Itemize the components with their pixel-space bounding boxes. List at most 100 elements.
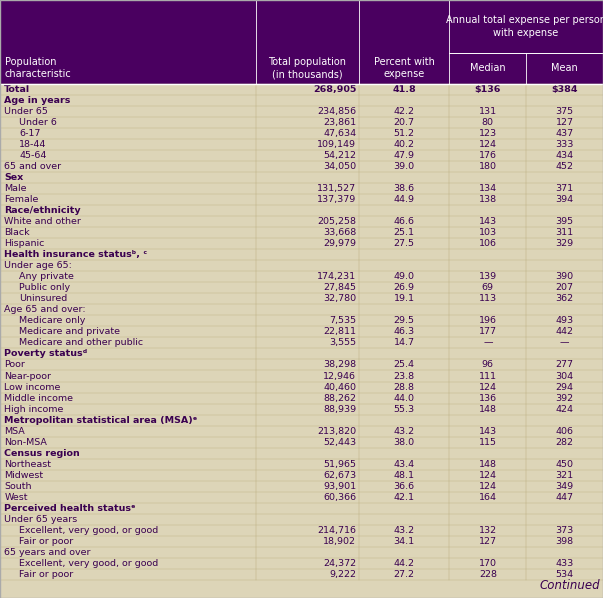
Text: Race/ethnicity: Race/ethnicity — [4, 206, 81, 215]
Text: 46.6: 46.6 — [394, 217, 414, 226]
Text: White and other: White and other — [4, 217, 81, 226]
Text: 143: 143 — [479, 217, 497, 226]
Text: Under age 65:: Under age 65: — [4, 261, 72, 270]
Text: Uninsured: Uninsured — [19, 294, 68, 303]
Text: 124: 124 — [479, 471, 497, 480]
Text: Annual total expense per person
with expense: Annual total expense per person with exp… — [446, 15, 603, 38]
Text: 27.2: 27.2 — [394, 570, 414, 579]
Text: 333: 333 — [555, 140, 574, 149]
Text: 127: 127 — [479, 537, 497, 546]
Text: 29.5: 29.5 — [394, 316, 414, 325]
Text: —: — — [560, 338, 569, 347]
Text: 34,050: 34,050 — [323, 162, 356, 171]
Text: 20.7: 20.7 — [394, 118, 414, 127]
Text: 371: 371 — [555, 184, 574, 193]
Text: 25.4: 25.4 — [394, 361, 414, 370]
Text: 395: 395 — [555, 217, 574, 226]
Text: 93,901: 93,901 — [323, 482, 356, 491]
Bar — [0, 0, 603, 84]
Text: 138: 138 — [479, 195, 497, 204]
Text: 450: 450 — [556, 460, 573, 469]
Text: 52,443: 52,443 — [323, 438, 356, 447]
Text: 38.0: 38.0 — [393, 438, 415, 447]
Text: 38.6: 38.6 — [393, 184, 415, 193]
Text: 27,845: 27,845 — [323, 283, 356, 292]
Text: 27.5: 27.5 — [394, 239, 414, 248]
Text: 132: 132 — [479, 526, 497, 535]
Text: 390: 390 — [555, 272, 574, 281]
Text: 19.1: 19.1 — [394, 294, 414, 303]
Text: Low income: Low income — [4, 383, 60, 392]
Text: Excellent, very good, or good: Excellent, very good, or good — [19, 526, 159, 535]
Text: $136: $136 — [475, 85, 501, 94]
Text: 148: 148 — [479, 460, 497, 469]
Text: 170: 170 — [479, 559, 497, 568]
Text: —: — — [483, 338, 493, 347]
Text: $384: $384 — [552, 85, 578, 94]
Text: 96: 96 — [482, 361, 494, 370]
Text: High income: High income — [4, 405, 63, 414]
Text: 22,811: 22,811 — [323, 327, 356, 337]
Text: 33,668: 33,668 — [323, 228, 356, 237]
Text: 24,372: 24,372 — [323, 559, 356, 568]
Text: Age in years: Age in years — [4, 96, 71, 105]
Text: Any private: Any private — [19, 272, 74, 281]
Text: 321: 321 — [555, 471, 574, 480]
Text: 69: 69 — [482, 283, 494, 292]
Text: Mean: Mean — [551, 63, 578, 73]
Text: 54,212: 54,212 — [323, 151, 356, 160]
Text: 176: 176 — [479, 151, 497, 160]
Text: Black: Black — [4, 228, 30, 237]
Text: Hispanic: Hispanic — [4, 239, 45, 248]
Text: 228: 228 — [479, 570, 497, 579]
Text: Median: Median — [470, 63, 506, 73]
Text: 65 years and over: 65 years and over — [4, 548, 90, 557]
Text: Fair or poor: Fair or poor — [19, 570, 74, 579]
Text: 452: 452 — [556, 162, 573, 171]
Text: 329: 329 — [555, 239, 574, 248]
Text: 124: 124 — [479, 383, 497, 392]
Text: 213,820: 213,820 — [317, 426, 356, 436]
Text: 214,716: 214,716 — [317, 526, 356, 535]
Text: 134: 134 — [479, 184, 497, 193]
Text: 136: 136 — [479, 393, 497, 402]
Text: Non-MSA: Non-MSA — [4, 438, 47, 447]
Text: 55.3: 55.3 — [393, 405, 415, 414]
Text: Near-poor: Near-poor — [4, 371, 51, 380]
Text: 38,298: 38,298 — [323, 361, 356, 370]
Text: 434: 434 — [555, 151, 574, 160]
Text: 3,555: 3,555 — [329, 338, 356, 347]
Text: 88,262: 88,262 — [323, 393, 356, 402]
Text: Poverty statusᵈ: Poverty statusᵈ — [4, 349, 87, 358]
Text: Middle income: Middle income — [4, 393, 73, 402]
Text: Midwest: Midwest — [4, 471, 43, 480]
Text: 139: 139 — [479, 272, 497, 281]
Text: 6-17: 6-17 — [19, 129, 40, 138]
Text: 103: 103 — [479, 228, 497, 237]
Text: Under 65 years: Under 65 years — [4, 515, 77, 524]
Text: 42.2: 42.2 — [394, 107, 414, 116]
Text: 493: 493 — [555, 316, 574, 325]
Text: 205,258: 205,258 — [317, 217, 356, 226]
Text: Sex: Sex — [4, 173, 24, 182]
Text: 106: 106 — [479, 239, 497, 248]
Text: 62,673: 62,673 — [323, 471, 356, 480]
Text: Total: Total — [4, 85, 30, 94]
Text: 45-64: 45-64 — [19, 151, 46, 160]
Text: Perceived health statusᵉ: Perceived health statusᵉ — [4, 504, 136, 513]
Text: Census region: Census region — [4, 448, 80, 457]
Text: 373: 373 — [555, 526, 574, 535]
Text: Under 6: Under 6 — [19, 118, 57, 127]
Text: 43.2: 43.2 — [393, 526, 415, 535]
Text: 12,946: 12,946 — [323, 371, 356, 380]
Text: 43.4: 43.4 — [393, 460, 415, 469]
Text: 36.6: 36.6 — [393, 482, 415, 491]
Text: 447: 447 — [556, 493, 573, 502]
Text: 124: 124 — [479, 482, 497, 491]
Text: 44.0: 44.0 — [394, 393, 414, 402]
Text: 311: 311 — [555, 228, 574, 237]
Text: 88,939: 88,939 — [323, 405, 356, 414]
Text: 42.1: 42.1 — [394, 493, 414, 502]
Text: 60,366: 60,366 — [323, 493, 356, 502]
Text: 437: 437 — [555, 129, 574, 138]
